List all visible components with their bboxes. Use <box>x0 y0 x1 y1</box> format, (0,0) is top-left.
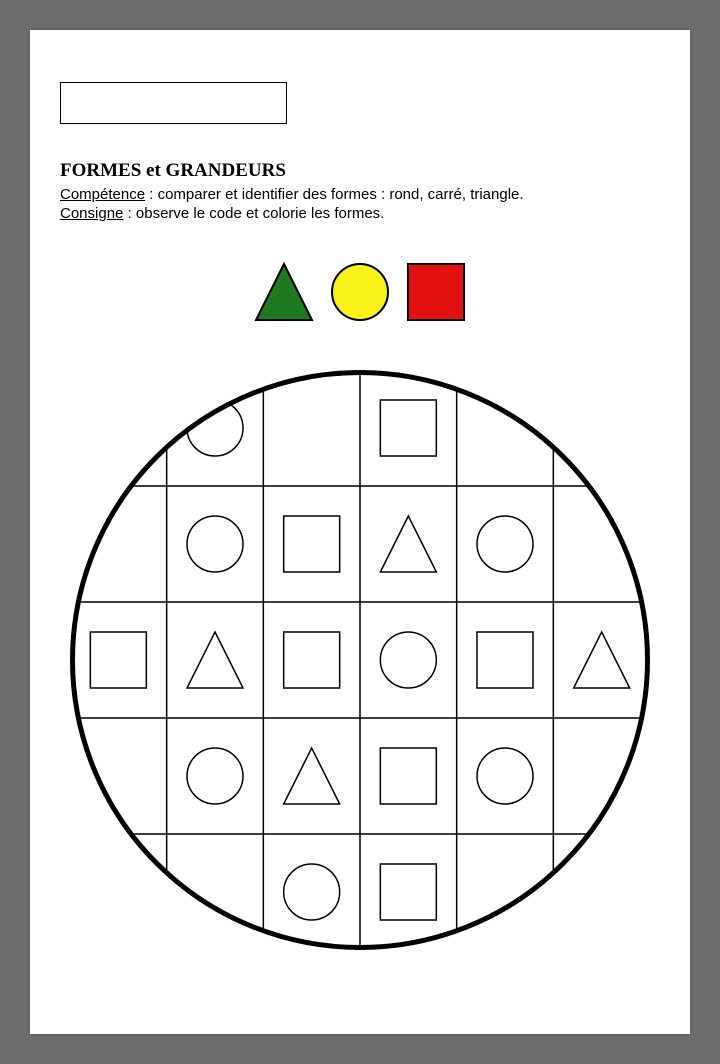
cell-triangle-icon <box>380 516 436 572</box>
worksheet-page: FORMES et GRANDEURS Compétence : compare… <box>30 30 690 1034</box>
legend-svg <box>252 260 468 324</box>
cell-circle-icon <box>477 516 533 572</box>
header-block: FORMES et GRANDEURS Compétence : compare… <box>60 160 660 224</box>
consigne-line: Consigne : observe le code et colorie le… <box>60 205 660 222</box>
cell-square-icon <box>90 632 146 688</box>
cell-square-icon <box>380 748 436 804</box>
name-input-box[interactable] <box>60 82 287 124</box>
cell-circle-icon <box>187 400 243 456</box>
competence-line: Compétence : comparer et identifier des … <box>60 186 660 203</box>
cell-square-icon <box>380 864 436 920</box>
consigne-text: : observe le code et colorie les formes. <box>123 205 384 222</box>
cell-triangle-icon <box>574 632 630 688</box>
cell-circle-icon <box>187 516 243 572</box>
legend-square-icon <box>408 264 464 320</box>
consigne-label: Consigne <box>60 205 123 222</box>
cell-triangle-icon <box>284 748 340 804</box>
cell-circle-icon <box>380 632 436 688</box>
legend <box>30 260 690 329</box>
cell-square-icon <box>284 516 340 572</box>
cell-square-icon <box>284 632 340 688</box>
legend-triangle-icon <box>256 264 312 320</box>
page-title: FORMES et GRANDEURS <box>60 160 660 182</box>
cell-square-icon <box>477 632 533 688</box>
worksheet-svg <box>70 370 650 950</box>
cell-square-icon <box>380 400 436 456</box>
cell-circle-icon <box>477 748 533 804</box>
cell-circle-icon <box>284 864 340 920</box>
worksheet <box>70 370 650 955</box>
cell-triangle-icon <box>187 632 243 688</box>
cell-circle-icon <box>187 748 243 804</box>
legend-circle-icon <box>332 264 388 320</box>
competence-label: Compétence <box>60 186 145 203</box>
competence-text: : comparer et identifier des formes : ro… <box>145 186 524 203</box>
